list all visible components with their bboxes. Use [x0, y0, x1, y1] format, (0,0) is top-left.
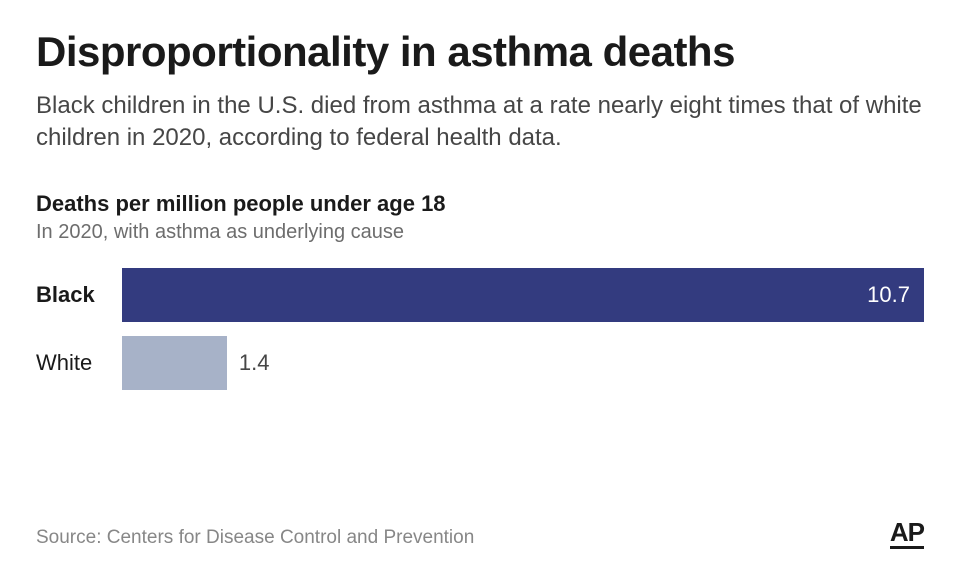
bar-track: 10.7	[122, 268, 924, 322]
bar-track: 1.4	[122, 336, 924, 390]
source-text: Source: Centers for Disease Control and …	[36, 527, 474, 549]
bar	[122, 336, 227, 390]
footer: Source: Centers for Disease Control and …	[36, 519, 924, 549]
bar-row: Black 10.7	[36, 268, 924, 322]
ap-logo: AP	[890, 519, 924, 549]
chart-title: Deaths per million people under age 18	[36, 191, 924, 217]
bar-value: 10.7	[867, 282, 910, 308]
infographic-container: Disproportionality in asthma deaths Blac…	[0, 0, 960, 575]
bar-chart: Black 10.7 White 1.4	[36, 268, 924, 390]
bar-value: 1.4	[239, 350, 270, 376]
bar-label: White	[36, 350, 122, 376]
chart-note: In 2020, with asthma as underlying cause	[36, 221, 924, 244]
bar-row: White 1.4	[36, 336, 924, 390]
subhead: Black children in the U.S. died from ast…	[36, 90, 924, 155]
bar	[122, 268, 924, 322]
bar-label: Black	[36, 282, 122, 308]
headline: Disproportionality in asthma deaths	[36, 30, 924, 74]
